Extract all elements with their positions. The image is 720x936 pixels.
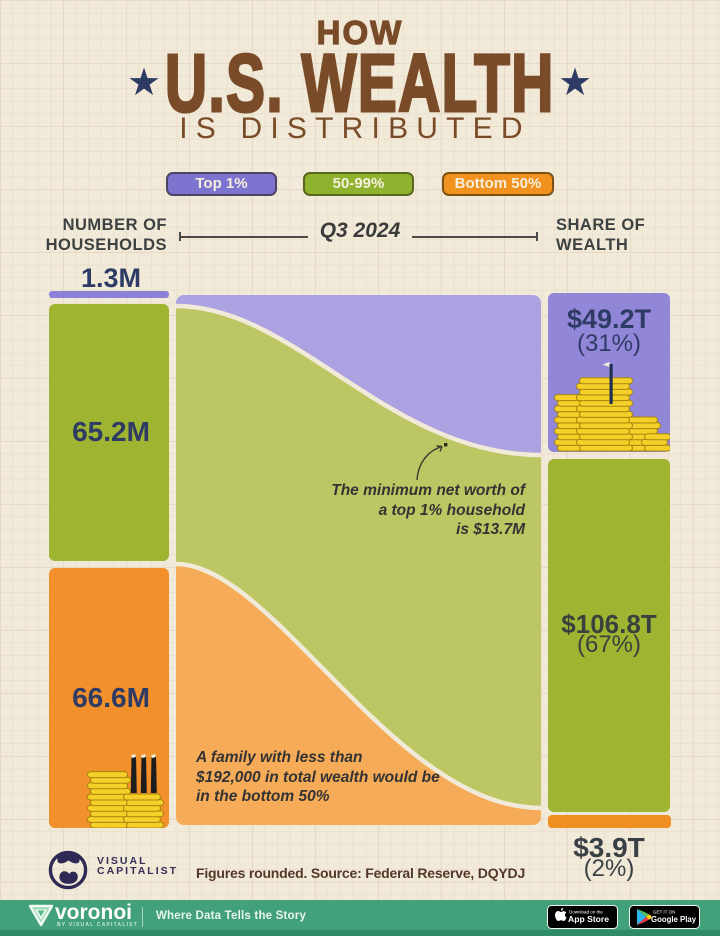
- svg-text:Download on the: Download on the: [569, 910, 603, 915]
- svg-text:GET IT ON: GET IT ON: [653, 910, 675, 915]
- svg-text:Google Play: Google Play: [651, 915, 697, 924]
- svg-text:App Store: App Store: [568, 914, 609, 924]
